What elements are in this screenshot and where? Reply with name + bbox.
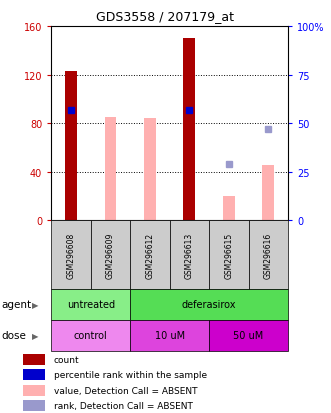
Bar xyxy=(144,119,156,221)
Text: 10 uM: 10 uM xyxy=(155,330,185,341)
Bar xyxy=(23,385,45,396)
Bar xyxy=(262,165,274,221)
Bar xyxy=(51,221,91,289)
Bar xyxy=(51,320,130,351)
Text: agent: agent xyxy=(2,299,32,310)
Bar xyxy=(183,39,195,221)
Bar xyxy=(23,400,45,411)
Text: GSM296616: GSM296616 xyxy=(264,232,273,278)
Bar xyxy=(130,320,209,351)
Text: GSM296609: GSM296609 xyxy=(106,232,115,278)
Bar xyxy=(65,72,77,221)
Text: deferasirox: deferasirox xyxy=(182,299,236,310)
Text: GSM296608: GSM296608 xyxy=(67,232,75,278)
Text: count: count xyxy=(54,355,79,364)
Text: ▶: ▶ xyxy=(31,300,38,309)
Text: 50 uM: 50 uM xyxy=(233,330,264,341)
Bar xyxy=(23,369,45,380)
Text: control: control xyxy=(74,330,108,341)
Text: rank, Detection Call = ABSENT: rank, Detection Call = ABSENT xyxy=(54,401,193,410)
Text: GSM296612: GSM296612 xyxy=(145,232,155,278)
Text: GDS3558 / 207179_at: GDS3558 / 207179_at xyxy=(97,10,234,23)
Bar xyxy=(23,354,45,365)
Text: untreated: untreated xyxy=(67,299,115,310)
Bar xyxy=(169,221,209,289)
Text: ▶: ▶ xyxy=(31,331,38,340)
Text: dose: dose xyxy=(2,330,26,341)
Bar xyxy=(91,221,130,289)
Bar xyxy=(51,289,130,320)
Text: GSM296613: GSM296613 xyxy=(185,232,194,278)
Text: value, Detection Call = ABSENT: value, Detection Call = ABSENT xyxy=(54,386,197,394)
Bar xyxy=(249,221,288,289)
Text: percentile rank within the sample: percentile rank within the sample xyxy=(54,370,207,379)
Bar xyxy=(105,118,117,221)
Bar xyxy=(209,221,249,289)
Bar xyxy=(223,197,235,221)
Bar xyxy=(209,320,288,351)
Bar xyxy=(130,289,288,320)
Text: GSM296615: GSM296615 xyxy=(224,232,233,278)
Bar xyxy=(130,221,169,289)
